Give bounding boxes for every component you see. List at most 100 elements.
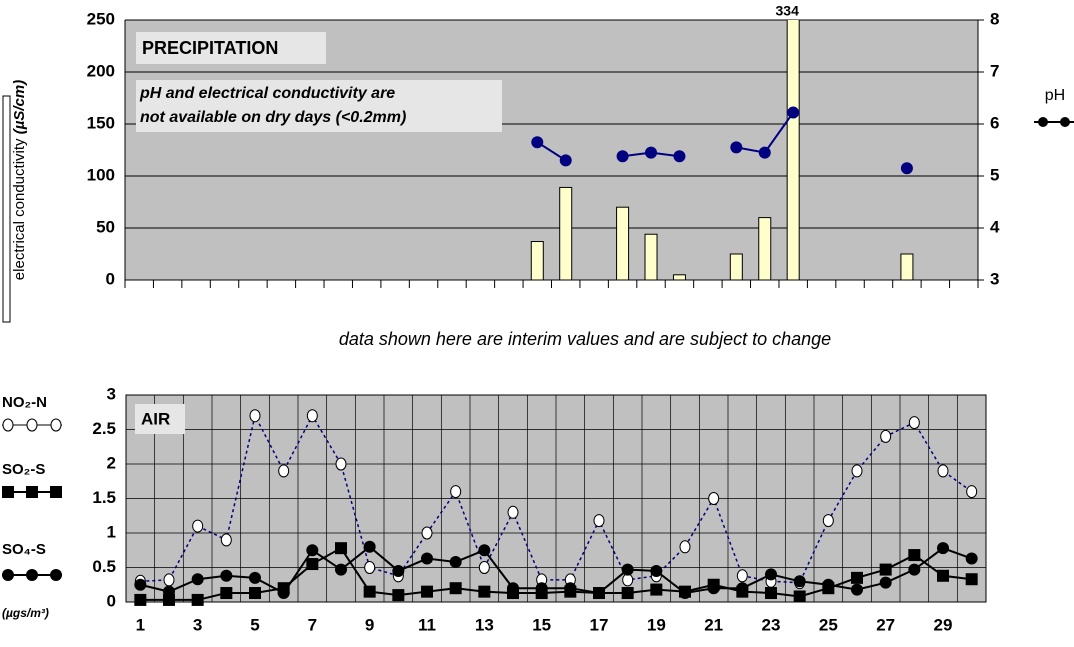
point [879, 576, 892, 589]
point [937, 464, 949, 478]
title-box [135, 404, 185, 434]
legend-marker [50, 486, 62, 498]
point [908, 563, 921, 576]
point [793, 590, 806, 603]
point [531, 136, 544, 149]
point [822, 514, 834, 528]
y-tick-label: 50 [96, 217, 115, 236]
point [851, 571, 863, 584]
note: not available on dry days (<0.2mm) [140, 109, 406, 126]
point [478, 561, 490, 574]
point [564, 582, 577, 595]
x-tick-label: 23 [762, 615, 781, 634]
x-tick-label: 11 [418, 615, 436, 634]
legend-label: pH [1045, 87, 1065, 104]
data-label: 334 [776, 3, 800, 19]
legend-marker [50, 569, 62, 581]
bar [644, 233, 658, 280]
x-tick-label: 25 [819, 615, 838, 634]
legend-marker [1060, 117, 1070, 127]
point [220, 569, 233, 582]
legend-marker [2, 569, 14, 581]
point [621, 587, 634, 600]
point [622, 573, 634, 587]
point [730, 141, 743, 154]
point [249, 587, 261, 600]
point [900, 162, 913, 175]
y-tick-label: 3 [107, 384, 116, 403]
point [449, 582, 462, 595]
point [191, 593, 204, 606]
bar [729, 253, 743, 280]
point [593, 514, 605, 528]
y-tick-label: 150 [87, 113, 115, 132]
y-tick-label: 200 [87, 61, 115, 80]
note: pH and electrical conductivity are [139, 85, 395, 102]
point [679, 540, 691, 554]
point [478, 585, 491, 598]
y-axis-label: electrical conductivity (µS/cm) [11, 80, 28, 280]
point [507, 582, 519, 595]
y-tick-label: 0 [107, 591, 116, 610]
point [306, 558, 319, 571]
x-tick-label: 21 [704, 615, 723, 634]
point [191, 573, 204, 586]
point [822, 578, 835, 591]
legend-label: SO₄-S [2, 541, 46, 558]
point [335, 457, 347, 471]
bar [530, 241, 544, 280]
point [364, 561, 376, 574]
point [363, 585, 376, 598]
y2-tick-label: 8 [990, 9, 999, 28]
bar [672, 274, 686, 280]
x-tick-label: 3 [193, 615, 202, 634]
legend-marker [26, 418, 38, 432]
title-box [136, 32, 326, 64]
point [645, 146, 658, 159]
y-tick-label: 100 [87, 165, 115, 184]
bar [786, 20, 800, 280]
legend-marker [26, 569, 38, 581]
point [880, 429, 892, 443]
y-tick-label: 250 [87, 9, 115, 28]
point [278, 464, 290, 478]
point [450, 485, 462, 499]
point [736, 569, 748, 583]
x-tick-label: 9 [365, 615, 374, 634]
point [249, 409, 261, 423]
y2-tick-label: 7 [990, 61, 999, 80]
legend-marker [1038, 117, 1048, 127]
y2-tick-label: 6 [990, 113, 999, 132]
point [134, 593, 147, 606]
point [163, 585, 175, 598]
bar [900, 253, 914, 280]
point [765, 587, 777, 600]
x-tick-label: 15 [532, 615, 551, 634]
legend-box [2, 95, 11, 323]
point [851, 583, 863, 596]
point [363, 540, 376, 553]
point [421, 552, 433, 565]
legend-label: SO₂-S [2, 461, 45, 478]
point [134, 578, 147, 591]
legend-marker [26, 486, 38, 498]
point [449, 555, 462, 568]
point [277, 587, 290, 600]
point [758, 146, 771, 159]
legend-label: NO₂-N [2, 394, 47, 411]
point [163, 593, 175, 606]
x-tick-label: 7 [308, 615, 317, 634]
point [965, 552, 978, 565]
x-tick-label: 17 [590, 615, 609, 634]
annotation: data shown here are interim values and a… [339, 329, 831, 349]
y2-tick-label: 4 [990, 217, 1000, 236]
point [616, 150, 629, 163]
point [937, 569, 949, 582]
y-tick-label: 2.5 [92, 419, 116, 438]
point [765, 568, 777, 581]
point [192, 519, 204, 533]
point [937, 542, 949, 555]
point [392, 589, 405, 602]
point [220, 587, 233, 600]
